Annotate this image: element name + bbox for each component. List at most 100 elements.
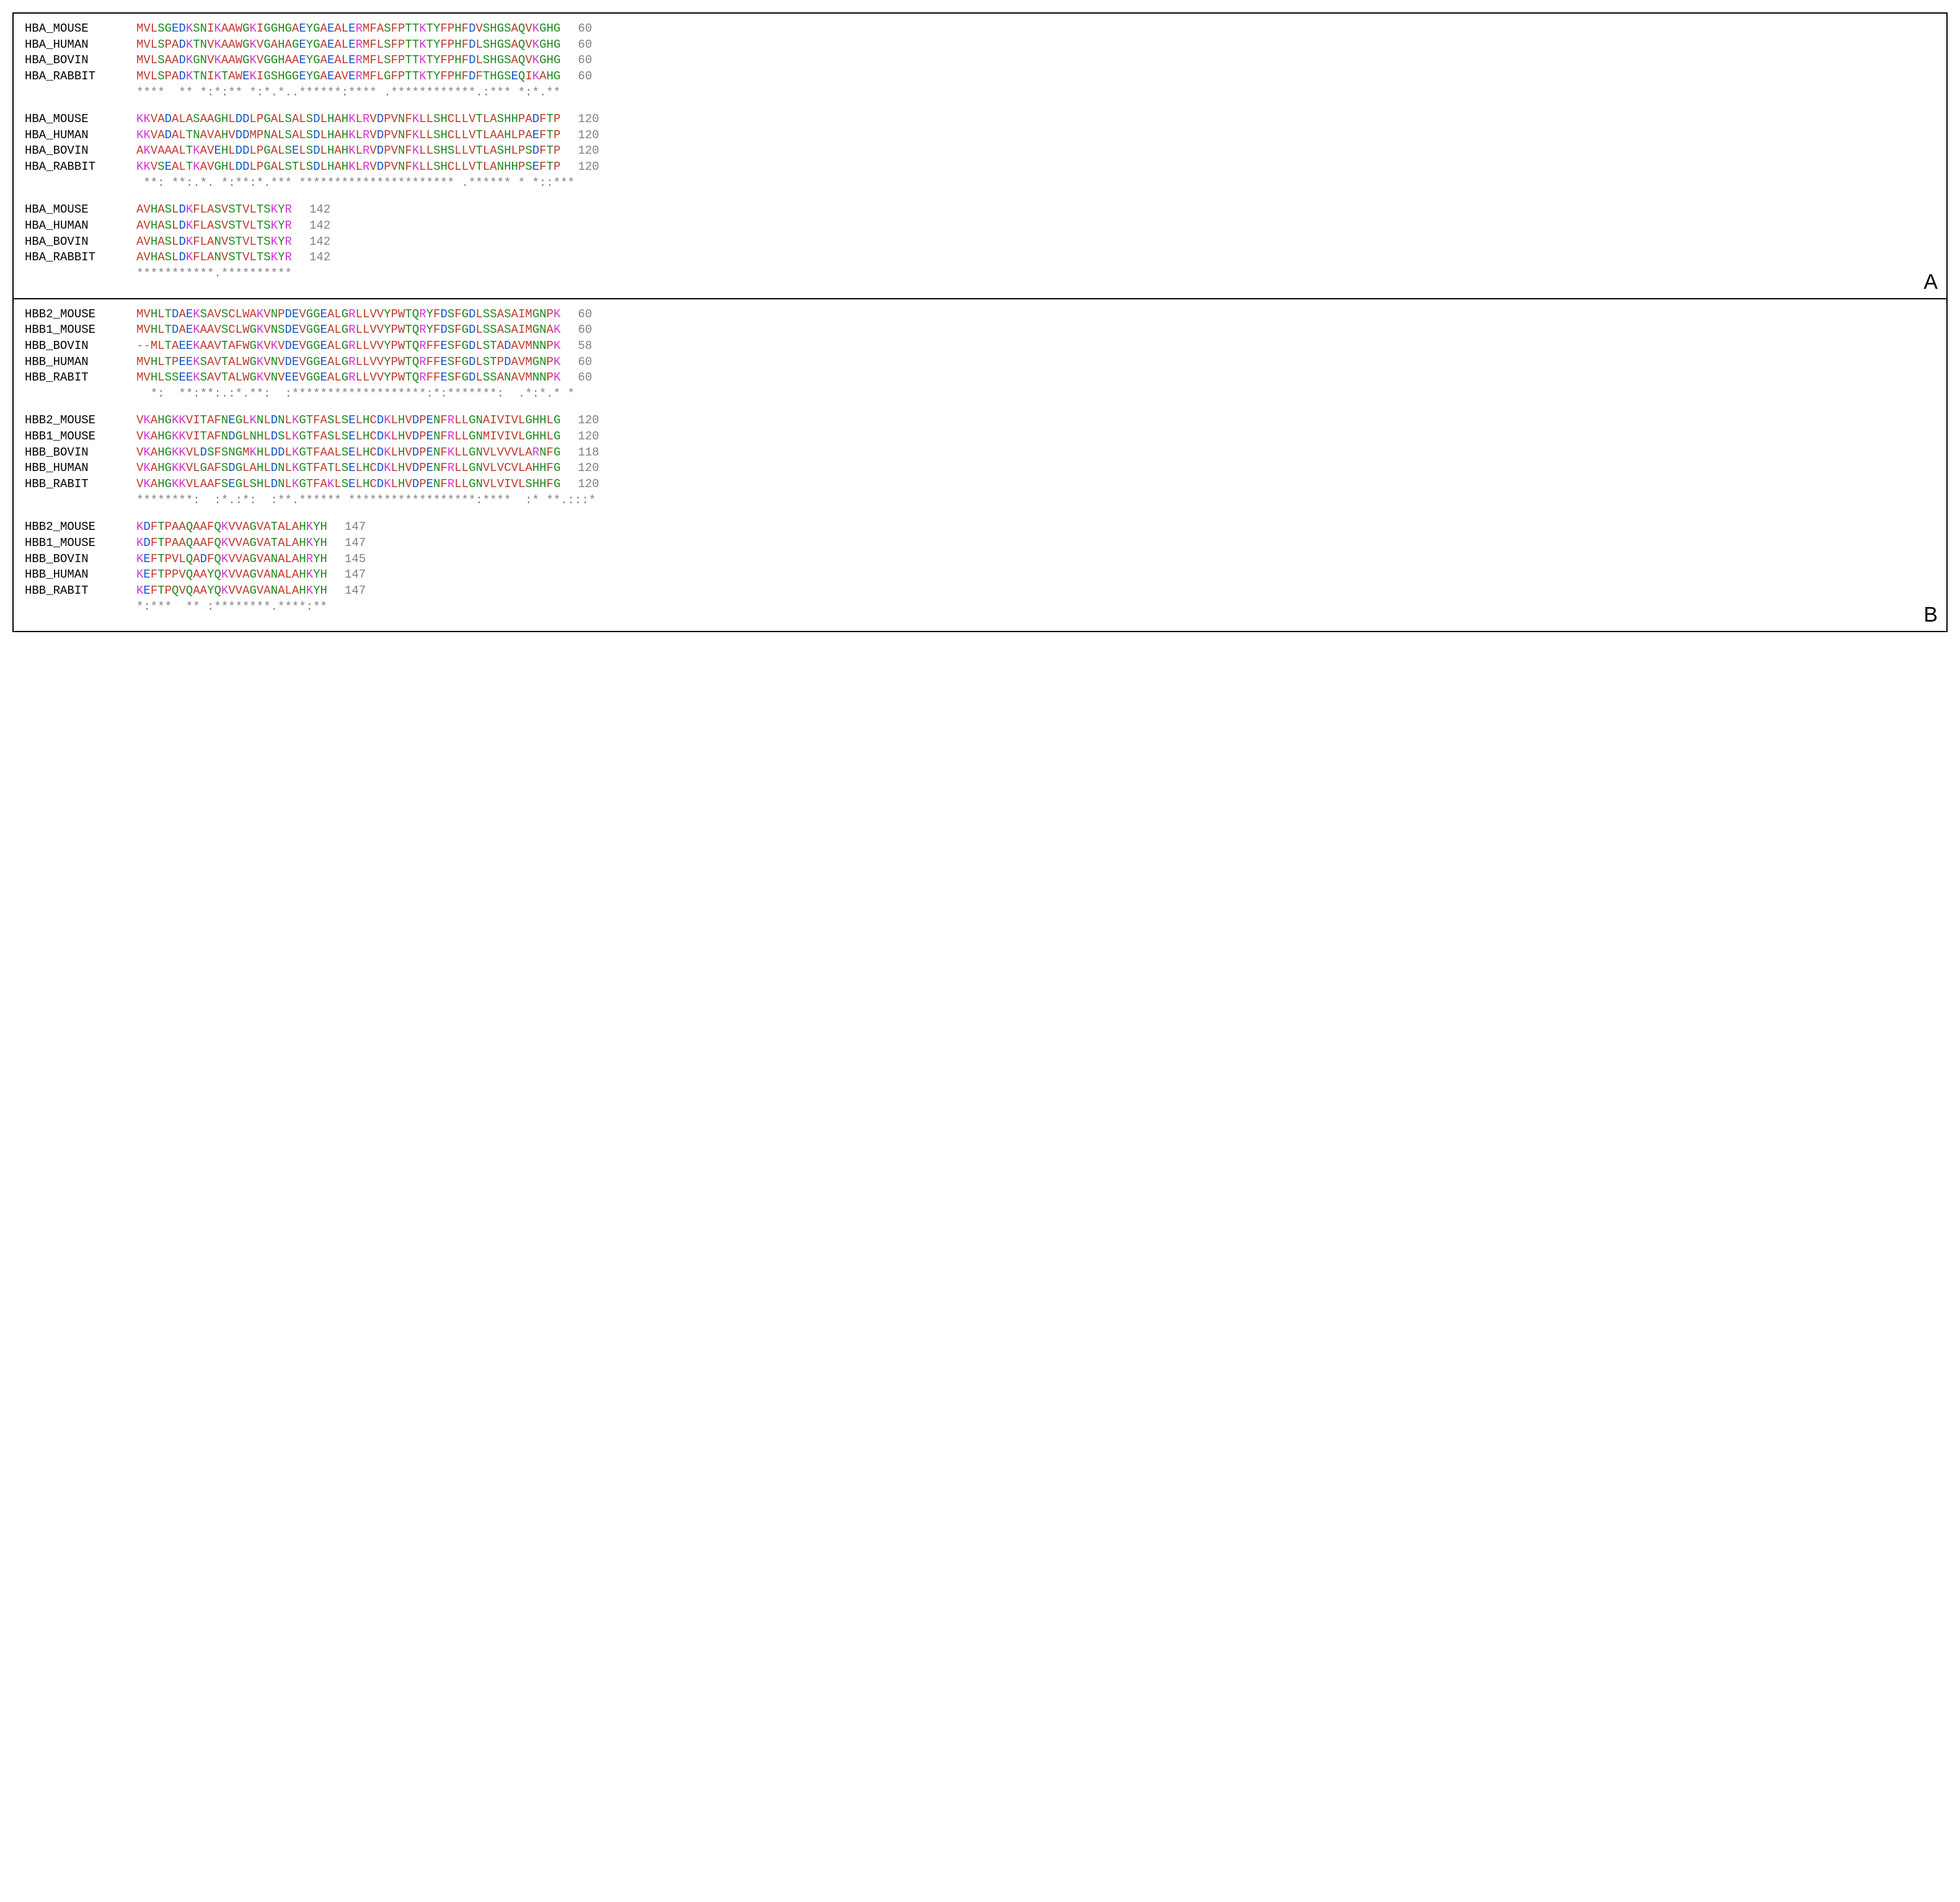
alignment-block: HBB2_MOUSEKDFTPAAQAAFQKVVAGVATALAHKYH 147… <box>25 519 1935 615</box>
alignment-row: HBB2_MOUSEMVHLTDAEKSAVSCLWAKVNPDEVGGEALG… <box>25 307 1935 323</box>
alignment-row: HBA_MOUSEKKVADALASAAGHLDDLPGALSALSDLHAHK… <box>25 112 1935 128</box>
alignment-row: HBB2_MOUSEVKAHGKKVITAFNEGLKNLDNLKGTFASLS… <box>25 413 1935 429</box>
alignment-row: HBB_HUMANMVHLTPEEKSAVTALWGKVNVDEVGGEALGR… <box>25 354 1935 371</box>
sequence-label: HBA_MOUSE <box>25 112 136 128</box>
position-number: 147 <box>345 519 366 535</box>
sequence-label: HBB_HUMAN <box>25 460 136 477</box>
position-number: 118 <box>578 445 599 461</box>
sequence-label: HBB_BOVIN <box>25 445 136 461</box>
sequence: KKVADALTNAVAHVDDMPNALSALSDLHAHKLRVDPVNFK… <box>136 128 560 144</box>
sequence-label: HBB2_MOUSE <box>25 307 136 323</box>
sequence: KEFTPVLQADFQKVVAGVANALAHRYH <box>136 552 327 568</box>
alignment-row: HBB2_MOUSEKDFTPAAQAAFQKVVAGVATALAHKYH 147 <box>25 519 1935 535</box>
sequence: VKAHGKKVLGAFSDGLAHLDNLKGTFATLSELHCDKLHVD… <box>136 460 560 477</box>
position-number: 60 <box>578 21 592 37</box>
sequence-label: HBB2_MOUSE <box>25 413 136 429</box>
alignment-row: HBB_RABITVKAHGKKVLAAFSEGLSHLDNLKGTFAKLSE… <box>25 477 1935 493</box>
sequence: AVHASLDKFLANVSTVLTSKYR <box>136 250 292 266</box>
position-number: 120 <box>578 143 599 159</box>
sequence-label: HBA_BOVIN <box>25 53 136 69</box>
sequence: KKVADALASAAGHLDDLPGALSALSDLHAHKLRVDPVNFK… <box>136 112 560 128</box>
position-number: 60 <box>578 69 592 85</box>
sequence-label: HBB_RABIT <box>25 477 136 493</box>
consensus-row: **** ** *:*:** *:*.*..******:**** .*****… <box>25 85 1935 101</box>
sequence: MVHLSSEEKSAVTALWGKVNVEEVGGEALGRLLVVYPWTQ… <box>136 370 560 386</box>
sequence: MVLSAADKGNVKAAWGKVGGHAAEYGAEALERMFLSFPTT… <box>136 53 560 69</box>
consensus-line: *:*** ** :********.****:** <box>136 599 327 615</box>
sequence-label: HBB_RABIT <box>25 370 136 386</box>
consensus-row: *:*** ** :********.****:** <box>25 599 1935 615</box>
sequence: MVHLTDAEKSAVSCLWAKVNPDEVGGEALGRLLVVYPWTQ… <box>136 307 560 323</box>
sequence-label: HBB_HUMAN <box>25 567 136 583</box>
alignment-block: HBB2_MOUSEVKAHGKKVITAFNEGLKNLDNLKGTFASLS… <box>25 413 1935 508</box>
alignment-row: HBA_HUMANAVHASLDKFLASVSTVLTSKYR142 <box>25 218 1935 234</box>
alignment-row: HBA_RABBITMVLSPADKTNIKTAWEKIGSHGGEYGAEAV… <box>25 69 1935 85</box>
alignment-row: HBB_BOVIN--MLTAEEKAAVTAFWGKVKVDEVGGEALGR… <box>25 338 1935 354</box>
alignment-row: HBA_RABBITKKVSEALTKAVGHLDDLPGALSTLSDLHAH… <box>25 159 1935 175</box>
position-number: 120 <box>578 159 599 175</box>
position-number: 142 <box>309 202 330 218</box>
sequence: VKAHGKKVLAAFSEGLSHLDNLKGTFAKLSELHCDKLHVD… <box>136 477 560 493</box>
sequence: MVLSPADKTNVKAAWGKVGAHAGEYGAEALERMFLSFPTT… <box>136 37 560 53</box>
sequence-label: HBA_MOUSE <box>25 202 136 218</box>
position-number: 120 <box>578 112 599 128</box>
consensus-row: *: **:**:.:*.**: :*******************:*:… <box>25 386 1935 402</box>
sequence-label: HBA_RABBIT <box>25 159 136 175</box>
alignment-row: HBA_MOUSEAVHASLDKFLASVSTVLTSKYR142 <box>25 202 1935 218</box>
position-number: 147 <box>345 535 366 552</box>
alignment-block: HBB2_MOUSEMVHLTDAEKSAVSCLWAKVNPDEVGGEALG… <box>25 307 1935 402</box>
consensus-line: **** ** *:*:** *:*.*..******:**** .*****… <box>136 85 560 101</box>
consensus-line: *: **:**:.:*.**: :*******************:*:… <box>136 386 575 402</box>
sequence-label: HBB_HUMAN <box>25 354 136 371</box>
alignment-row: HBB1_MOUSEKDFTPAAQAAFQKVVAGVATALAHKYH147 <box>25 535 1935 552</box>
position-number: 58 <box>578 338 592 354</box>
alignment-figure: HBA_MOUSEMVLSGEDKSNIKAAWGKIGGHGAEYGAEALE… <box>12 12 1948 632</box>
alignment-row: HBB_BOVINVKAHGKKVLDSFSNGMKHLDDLKGTFAALSE… <box>25 445 1935 461</box>
sequence: VKAHGKKVITAFNEGLKNLDNLKGTFASLSELHCDKLHVD… <box>136 413 560 429</box>
consensus-row: ********: :*.:*: :**.****** ************… <box>25 493 1935 509</box>
alignment-row: HBA_BOVINMVLSAADKGNVKAAWGKVGGHAAEYGAEALE… <box>25 53 1935 69</box>
panel-letter: A <box>1923 270 1938 294</box>
position-number: 142 <box>309 218 330 234</box>
alignment-row: HBA_BOVINAVHASLDKFLANVSTVLTSKYR142 <box>25 234 1935 250</box>
sequence: KEFTPQVQAAYQKVVAGVANALAHKYH <box>136 583 327 599</box>
alignment-row: HBA_HUMANKKVADALTNAVAHVDDMPNALSALSDLHAHK… <box>25 128 1935 144</box>
alignment-row: HBB1_MOUSEMVHLTDAEKAAVSCLWGKVNSDEVGGEALG… <box>25 322 1935 338</box>
position-number: 142 <box>309 234 330 250</box>
alignment-block: HBA_MOUSEAVHASLDKFLASVSTVLTSKYR142HBA_HU… <box>25 202 1935 281</box>
alignment-row: HBA_MOUSEMVLSGEDKSNIKAAWGKIGGHGAEYGAEALE… <box>25 21 1935 37</box>
consensus-line: ********: :*.:*: :**.****** ************… <box>136 493 596 509</box>
sequence: AKVAAALTKAVEHLDDLPGALSELSDLHAHKLRVDPVNFK… <box>136 143 560 159</box>
sequence-label: HBA_BOVIN <box>25 143 136 159</box>
consensus-row: **: **:.*. *:**:*.*** ******************… <box>25 175 1935 192</box>
alignment-block: HBA_MOUSEKKVADALASAAGHLDDLPGALSALSDLHAHK… <box>25 112 1935 191</box>
alignment-row: HBB_RABITMVHLSSEEKSAVTALWGKVNVEEVGGEALGR… <box>25 370 1935 386</box>
sequence: KDFTPAAQAAFQKVVAGVATALAHKYH <box>136 519 327 535</box>
sequence-label: HBB_BOVIN <box>25 338 136 354</box>
alignment-row: HBB_BOVINKEFTPVLQADFQKVVAGVANALAHRYH145 <box>25 552 1935 568</box>
sequence: MVHLTDAEKAAVSCLWGKVNSDEVGGEALGRLLVVYPWTQ… <box>136 322 560 338</box>
sequence-label: HBA_RABBIT <box>25 250 136 266</box>
position-number: 60 <box>578 37 592 53</box>
sequence: MVLSPADKTNIKTAWEKIGSHGGEYGAEAVERMFLGFPTT… <box>136 69 560 85</box>
sequence-label: HBB1_MOUSE <box>25 429 136 445</box>
position-number: 142 <box>309 250 330 266</box>
sequence-label: HBB2_MOUSE <box>25 519 136 535</box>
position-number: 60 <box>578 322 592 338</box>
position-number: 120 <box>578 460 599 477</box>
position-number: 60 <box>578 53 592 69</box>
panel-B: HBB2_MOUSEMVHLTDAEKSAVSCLWAKVNPDEVGGEALG… <box>14 298 1946 632</box>
sequence-label: HBA_HUMAN <box>25 37 136 53</box>
sequence-label: HBB1_MOUSE <box>25 322 136 338</box>
sequence: AVHASLDKFLASVSTVLTSKYR <box>136 218 292 234</box>
panel-A: HBA_MOUSEMVLSGEDKSNIKAAWGKIGGHGAEYGAEALE… <box>14 14 1946 298</box>
sequence: KEFTPPVQAAYQKVVAGVANALAHKYH <box>136 567 327 583</box>
position-number: 120 <box>578 413 599 429</box>
sequence: KDFTPAAQAAFQKVVAGVATALAHKYH <box>136 535 327 552</box>
alignment-row: HBB_HUMANVKAHGKKVLGAFSDGLAHLDNLKGTFATLSE… <box>25 460 1935 477</box>
position-number: 120 <box>578 429 599 445</box>
alignment-row: HBB1_MOUSEVKAHGKKVITAFNDGLNHLDSLKGTFASLS… <box>25 429 1935 445</box>
alignment-row: HBB_RABITKEFTPQVQAAYQKVVAGVANALAHKYH147 <box>25 583 1935 599</box>
position-number: 147 <box>345 567 366 583</box>
sequence-label: HBB_BOVIN <box>25 552 136 568</box>
